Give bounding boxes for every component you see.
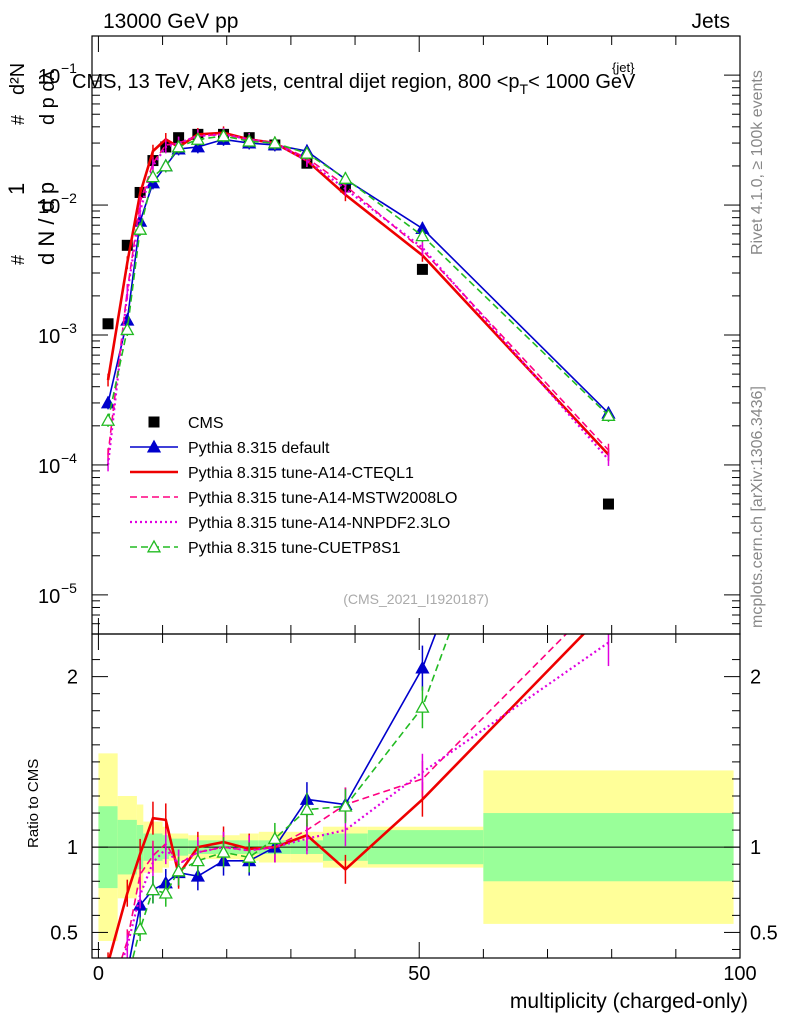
y-tick-label: 10 — [38, 196, 60, 218]
top-pad-series — [100, 126, 616, 510]
y-tick-label: 10 — [38, 586, 60, 608]
legend-label-pythia-8-315-tune-cuetp8s1: Pythia 8.315 tune-CUETP8S1 — [188, 540, 401, 557]
legend-label-pythia-8-315-tune-a14-nnpdf2-3lo: Pythia 8.315 tune-A14-NNPDF2.3LO — [188, 515, 450, 532]
data-point-pythia-8-315-tune-cuetp8s1 — [158, 158, 173, 172]
ratio-line-pythia-8-315-tune-cuetp8s1 — [132, 634, 451, 958]
ratio-line-pythia-8-315-tune-a14-mstw2008lo — [120, 634, 568, 958]
series-layer — [100, 126, 616, 958]
header-right: Jets — [691, 10, 730, 33]
data-point-pythia-8-315-tune-cuetp8s1 — [299, 146, 315, 159]
legend-label-pythia-8-315-default: Pythia 8.315 default — [188, 440, 330, 457]
ratio-point-pythia-8-315-tune-cuetp8s1 — [158, 885, 173, 899]
ratio-point-pythia-8-315-default — [415, 660, 430, 674]
data-point-pythia-8-315-default — [190, 139, 205, 153]
ratio-point-pythia-8-315-tune-cuetp8s1 — [415, 699, 430, 713]
right-label-top: Rivet 4.1.0, ≥ 100k events — [749, 70, 766, 255]
data-point-cms — [121, 239, 133, 251]
data-point-pythia-8-315-tune-cuetp8s1 — [601, 408, 616, 421]
ratio-line-pythia-8-315-tune-a14-cteql1 — [108, 634, 586, 958]
analysis-id: (CMS_2021_I1920187) — [343, 591, 489, 607]
plot-title-sup: {jet} — [612, 60, 635, 75]
data-point-pythia-8-315-tune-cuetp8s1 — [415, 228, 430, 242]
ratio-tick-label-left: 0.5 — [50, 922, 78, 944]
data-point-pythia-8-315-tune-cuetp8s1 — [267, 135, 282, 149]
ratio-tick-label-left: 2 — [67, 667, 78, 689]
ratio-tick-label-left: 1 — [67, 837, 78, 859]
data-point-pythia-8-315-tune-cuetp8s1 — [216, 128, 231, 142]
ylabel-d2N: d²N — [7, 63, 29, 95]
axes-layer: 10 −510 −410 −310 −210 −10 50 1000.5 0.51 12 2 — [38, 35, 778, 985]
data-point-cms — [102, 318, 114, 330]
data-point-pythia-8-315-tune-cuetp8s1 — [120, 322, 135, 336]
data-point-pythia-8-315-tune-cuetp8s1 — [145, 169, 161, 183]
ratio-point-pythia-8-315-tune-cuetp8s1 — [145, 882, 161, 896]
series-line-pythia-8-315-tune-cuetp8s1 — [107, 135, 610, 421]
ylabel-dpTdl: d p dλ — [37, 71, 59, 125]
ratio-point-pythia-8-315-tune-cuetp8s1 — [267, 831, 282, 845]
plot-title-after: < 1000 GeV — [528, 71, 636, 93]
x-tick-label: 50 — [408, 963, 430, 985]
data-point-pythia-8-315-tune-cuetp8s1 — [242, 133, 257, 147]
ratio-point-pythia-8-315-tune-cuetp8s1 — [299, 802, 315, 816]
legend-marker-pythia-8-315-default — [146, 439, 162, 453]
data-point-pythia-8-315-tune-cuetp8s1 — [171, 139, 186, 153]
ratio-point-pythia-8-315-tune-cuetp8s1 — [171, 863, 186, 877]
ylabel-hash2: # — [8, 115, 28, 125]
legend-label-pythia-8-315-tune-a14-cteql1: Pythia 8.315 tune-A14-CTEQL1 — [188, 465, 414, 482]
y-tick-label-exponent: −1 — [61, 60, 77, 76]
y-tick-label-exponent: −3 — [61, 320, 77, 336]
data-point-pythia-8-315-tune-cuetp8s1 — [100, 413, 116, 426]
ratio-line-pythia-8-315-tune-a14-nnpdf2-3lo — [122, 641, 610, 958]
x-tick-label: 100 — [723, 963, 756, 985]
y-tick-label-exponent: −2 — [61, 190, 77, 206]
y-tick-label: 10 — [38, 456, 60, 478]
series-line-pythia-8-315-tune-a14-cteql1 — [106, 131, 610, 456]
x-tick-label: 0 — [93, 963, 104, 985]
legend: CMS Pythia 8.315 default Pythia 8.315 tune… — [130, 415, 457, 557]
right-label-bottom: mcplots.cern.ch [arXiv:1306.3436] — [749, 386, 766, 628]
plot-title-before: CMS, 13 TeV, AK8 jets, central dijet reg… — [72, 71, 520, 93]
data-point-pythia-8-315-tune-cuetp8s1 — [133, 222, 148, 235]
header-left: 13000 GeV pp — [103, 10, 238, 33]
ratio-point-pythia-8-315-tune-cuetp8s1 — [338, 798, 353, 812]
ratio-point-pythia-8-315-tune-cuetp8s1 — [190, 853, 205, 867]
y-tick-label-exponent: −5 — [61, 580, 77, 596]
legend-marker-cms — [148, 416, 160, 428]
ratio-point-pythia-8-315-tune-cuetp8s1 — [242, 850, 257, 863]
series-line-pythia-8-315-tune-a14-mstw2008lo — [107, 133, 610, 455]
ratio-y-label: Ratio to CMS — [25, 759, 42, 848]
ratio-tick-label-right: 0.5 — [750, 922, 778, 944]
y-tick-label: 10 — [38, 326, 60, 348]
series-line-pythia-8-315-default — [107, 138, 610, 414]
ratio-tick-label-right: 1 — [750, 837, 761, 859]
y-tick-label-exponent: −4 — [61, 450, 77, 466]
plot-title: CMS, 13 TeV, AK8 jets, central dijet reg… — [72, 71, 636, 97]
ratio-tick-label-right: 2 — [750, 667, 761, 689]
data-point-pythia-8-315-tune-cuetp8s1 — [338, 171, 353, 184]
legend-label-pythia-8-315-tune-a14-mstw2008lo: Pythia 8.315 tune-A14-MSTW2008LO — [188, 490, 457, 507]
plot-title-sub: T — [520, 81, 529, 97]
legend-label-cms: CMS — [188, 415, 224, 432]
x-axis-label: multiplicity (charged-only) — [510, 990, 748, 1013]
y-tick-label: 10 — [38, 66, 60, 88]
ratio-point-pythia-8-315-tune-cuetp8s1 — [133, 921, 148, 935]
ylabel-hash1: # — [8, 255, 28, 265]
y-axis-label-top: 1 d N / d p # # d²N d p dλ — [4, 63, 59, 265]
legend-marker-pythia-8-315-tune-cuetp8s1 — [146, 539, 162, 553]
ratio-pad-series — [107, 634, 610, 958]
data-point-cms — [416, 263, 428, 275]
data-point-cms — [602, 498, 614, 510]
data-point-pythia-8-315-tune-cuetp8s1 — [190, 132, 205, 145]
ylabel-dN: d N / d p — [34, 182, 59, 265]
ratio-point-pythia-8-315-tune-cuetp8s1 — [216, 844, 231, 858]
ylabel-one: 1 — [4, 183, 29, 195]
